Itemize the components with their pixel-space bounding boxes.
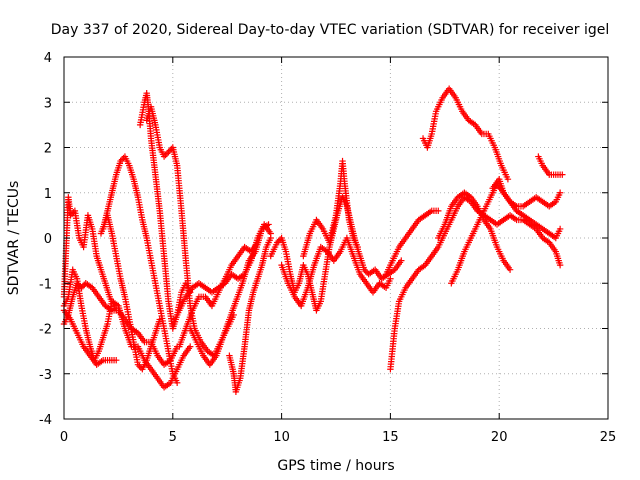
data-point [163,150,171,157]
y-tick-label: -2 [39,323,52,338]
series-3 [60,266,194,391]
data-point [160,153,168,160]
y-tick-label: 3 [44,96,52,111]
y-axis-label: SDTVAR / TECUs [6,181,22,296]
data-point [398,257,405,264]
data-point [354,243,361,251]
series-19 [435,189,514,273]
x-tick-label: 25 [600,430,617,445]
series-10 [176,239,261,350]
data-point [556,225,564,233]
data-point [113,356,120,364]
y-tick-label: 4 [44,51,52,66]
data-point [275,237,282,245]
x-tick-label: 0 [60,430,68,445]
data-point [559,171,566,178]
data-point [362,267,369,275]
x-tick-label: 10 [273,430,290,445]
x-axis-label: GPS time / hours [277,458,394,474]
data-point [162,151,169,159]
data-point [134,361,142,368]
data-point [506,266,514,273]
x-tick-label: 20 [491,430,508,445]
y-tick-label: -1 [39,277,52,292]
series-12 [226,234,274,396]
y-tick-label: 0 [44,232,52,247]
series-15 [300,157,361,260]
data-point [265,221,272,228]
data-point [173,379,181,386]
data-point [136,363,143,370]
y-tick-label: 1 [44,187,52,202]
x-tick-label: 15 [382,430,399,445]
y-tick-label: 2 [44,142,52,157]
y-tick-label: -4 [39,413,52,428]
x-tick-label: 5 [169,430,177,445]
series-1 [60,194,120,314]
data-point [504,175,512,183]
series-4 [60,307,120,368]
series-22 [535,153,566,178]
data-point [274,239,281,246]
data-point [267,234,274,242]
series-6 [99,153,181,386]
series-11 [187,221,272,368]
series-14 [278,234,394,310]
data-point [556,261,564,269]
axis-ticks [63,56,609,420]
data-point [361,266,368,273]
series-17 [382,207,442,278]
data-marks [60,85,566,396]
series-8 [143,103,237,359]
data-point [435,207,442,215]
y-tick-labels: -4 -3 -2 -1 0 1 2 3 4 [39,51,52,428]
data-point [556,189,564,196]
data-point [166,147,174,154]
data-point [118,156,126,163]
chart-title: Day 337 of 2020, Sidereal Day-to-day VTE… [51,22,610,38]
data-point [387,275,394,282]
y-tick-label: -3 [39,368,52,383]
x-tick-labels: 0 5 10 15 20 25 [60,430,616,445]
data-point [187,343,194,350]
series-18 [419,85,512,183]
series-21 [489,175,564,242]
data-point [165,148,172,156]
data-point [117,157,124,165]
